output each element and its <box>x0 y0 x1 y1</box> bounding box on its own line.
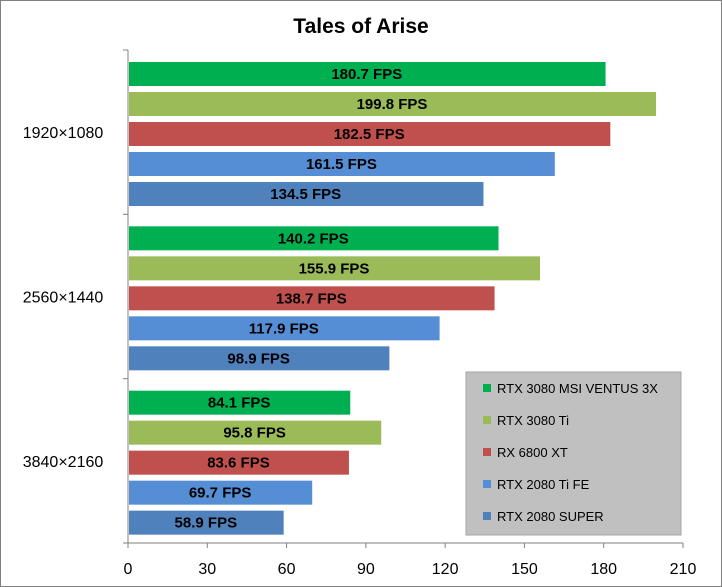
legend-swatch <box>483 512 491 520</box>
bar <box>129 480 313 505</box>
bar <box>129 510 284 535</box>
bar-value-label: 95.8 FPS <box>223 425 286 442</box>
bar-value-label: 69.7 FPS <box>189 485 252 502</box>
bar-value-label: 161.5 FPS <box>306 156 377 173</box>
bar <box>129 182 484 206</box>
bar <box>129 256 541 281</box>
legend-swatch <box>483 480 491 488</box>
legend-swatch <box>483 384 491 392</box>
x-tick-label: 60 <box>278 561 296 578</box>
legend <box>465 371 682 536</box>
bar-value-label: 199.8 FPS <box>357 96 428 113</box>
bar-value-label: 180.7 FPS <box>331 66 402 83</box>
bar <box>129 92 657 116</box>
bar <box>129 152 555 176</box>
bar <box>129 316 440 341</box>
bar-value-label: 58.9 FPS <box>175 515 238 532</box>
bar <box>129 226 499 251</box>
bar-value-label: 98.9 FPS <box>227 350 290 367</box>
category-label: 2560×1440 <box>23 290 104 307</box>
legend-swatch <box>483 416 491 424</box>
legend-swatch <box>483 448 491 456</box>
bar <box>129 450 349 475</box>
x-tick-label: 150 <box>511 561 538 578</box>
chart-title: Tales of Arise <box>293 15 428 38</box>
bar-value-label: 182.5 FPS <box>334 126 405 143</box>
x-tick-label: 90 <box>357 561 375 578</box>
bar <box>129 62 606 86</box>
bar-value-label: 117.9 FPS <box>249 320 319 337</box>
bar <box>129 346 390 371</box>
x-tick-label: 0 <box>124 561 133 578</box>
x-tick-label: 180 <box>590 561 617 578</box>
bar-value-label: 140.2 FPS <box>278 230 349 247</box>
bar-value-label: 134.5 FPS <box>270 186 341 203</box>
x-tick-label: 120 <box>432 561 459 578</box>
bar <box>129 286 495 311</box>
category-label: 1920×1080 <box>23 125 104 142</box>
bar-value-label: 84.1 FPS <box>208 395 271 412</box>
legend-label: RTX 3080 Ti <box>497 413 569 428</box>
legend-label: RX 6800 XT <box>497 445 568 460</box>
category-label: 3840×2160 <box>23 454 104 471</box>
bar <box>129 390 351 415</box>
bar-value-label: 83.6 FPS <box>207 455 270 472</box>
bar <box>129 420 382 445</box>
x-tick-label: 30 <box>198 561 216 578</box>
bar-value-label: 155.9 FPS <box>299 260 370 277</box>
legend-label: RTX 3080 MSI VENTUS 3X <box>497 381 658 396</box>
x-tick-label: 210 <box>670 561 697 578</box>
legend-label: RTX 2080 SUPER <box>497 509 604 524</box>
bar <box>129 122 611 146</box>
bar-value-label: 138.7 FPS <box>276 290 347 307</box>
legend-label: RTX 2080 Ti FE <box>497 477 590 492</box>
